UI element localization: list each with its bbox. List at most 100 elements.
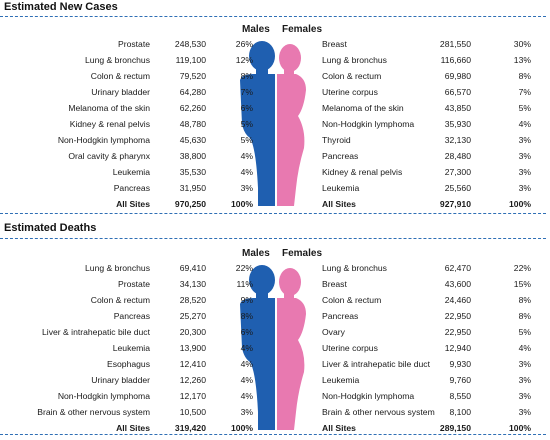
table-row: Esophagus 12,410 4% Liver & intrahepatic bi… [0,357,550,372]
male-site-label: Kidney & renal pelvis [69,119,150,129]
male-count: 38,800 [179,151,206,161]
female-count: 28,480 [444,151,471,161]
female-count: 22,950 [444,327,471,337]
male-percent: 4% [240,343,253,353]
female-site-label: Brain & other nervous system [322,407,435,417]
table-row: Leukemia 35,530 4% Kidney & renal pelvis 27,… [0,165,550,180]
female-percent: 4% [518,119,531,129]
male-percent: 3% [240,183,253,193]
male-percent: 4% [240,151,253,161]
deaths-females-header: Females [282,248,323,259]
deaths-males-header: Males [242,248,270,259]
male-site-label: Brain & other nervous system [37,407,150,417]
female-site-label: Colon & rectum [322,295,382,305]
male-site-label: Colon & rectum [90,295,150,305]
male-site-label: Melanoma of the skin [68,103,150,113]
female-site-label: Lung & bronchus [322,55,387,65]
female-percent: 8% [518,71,531,81]
male-percent: 8% [240,71,253,81]
male-percent: 8% [240,311,253,321]
table-row: Lung & bronchus 119,100 12% Lung & bronchus… [0,53,550,68]
male-percent: 4% [240,375,253,385]
female-percent: 4% [518,343,531,353]
new-cases-males-header: Males [242,24,270,35]
female-site-label: Melanoma of the skin [322,103,404,113]
female-site-label: Leukemia [322,375,360,385]
female-site-label: Colon & rectum [322,71,382,81]
male-count: 12,260 [179,375,206,385]
male-count: 48,780 [179,119,206,129]
male-site-label: Non-Hodgkin lymphoma [57,391,150,401]
table-row: Pancreas 31,950 3% Leukemia 25,560 3% [0,181,550,196]
table-row: Urinary bladder 12,260 4% Leukemia 9,760 3% [0,373,550,388]
male-count: 248,530 [174,39,206,49]
male-count: 28,520 [179,295,206,305]
male-percent: 5% [240,135,253,145]
female-site-label: All Sites [322,423,356,433]
bottom-rule [0,434,546,435]
female-count: 43,600 [444,279,471,289]
male-percent: 3% [240,407,253,417]
female-site-label: Non-Hodgkin lymphoma [322,391,415,401]
male-site-label: Lung & bronchus [85,55,150,65]
deaths-figures [240,265,306,430]
male-percent: 26% [235,39,253,49]
top-rule [0,16,546,17]
male-site-label: Prostate [117,39,150,49]
female-percent: 13% [513,55,531,65]
male-site-label: Lung & bronchus [85,263,150,273]
female-count: 32,130 [444,135,471,145]
male-count: 79,520 [179,71,206,81]
male-site-label: Non-Hodgkin lymphoma [57,135,150,145]
male-percent: 100% [231,423,253,433]
female-site-label: Liver & intrahepatic bile duct [322,359,430,369]
table-row: Colon & rectum 28,520 9% Colon & rectum 24,4… [0,293,550,308]
table-row: All Sites 319,420 100% All Sites 289,150 100% [0,421,550,436]
female-count: 116,660 [440,55,471,65]
female-count: 24,460 [444,295,471,305]
female-percent: 100% [509,199,531,209]
table-row: All Sites 970,250 100% All Sites 927,910 100% [0,197,550,212]
female-percent: 3% [518,167,531,177]
female-site-label: Ovary [322,327,345,337]
table-row: Lung & bronchus 69,410 22% Lung & bronchus 6… [0,261,550,276]
female-silhouette-icon [277,44,306,206]
male-site-label: Pancreas [113,311,150,321]
male-percent: 6% [240,327,253,337]
table-row: Non-Hodgkin lymphoma 45,630 5% Thyroid 32,13… [0,133,550,148]
female-percent: 7% [518,87,531,97]
male-percent: 12% [235,55,253,65]
male-percent: 5% [240,119,253,129]
male-count: 12,170 [179,391,206,401]
male-count: 970,250 [174,199,206,209]
male-count: 64,280 [179,87,206,97]
table-row: Urinary bladder 64,280 7% Uterine corpus 66,… [0,85,550,100]
female-percent: 3% [518,407,531,417]
male-percent: 4% [240,391,253,401]
female-count: 27,300 [444,167,471,177]
female-percent: 3% [518,359,531,369]
male-count: 31,950 [179,183,206,193]
female-count: 9,760 [449,375,471,385]
table-row: Kidney & renal pelvis 48,780 5% Non-Hodgkin… [0,117,550,132]
female-count: 62,470 [444,263,471,273]
table-row: Pancreas 25,270 8% Pancreas 22,950 8% [0,309,550,324]
male-count: 319,420 [174,423,206,433]
female-site-label: Lung & bronchus [322,263,387,273]
table-row: Melanoma of the skin 62,260 6% Melanoma of … [0,101,550,116]
male-count: 13,900 [179,343,206,353]
table-row: Liver & intrahepatic bile duct 20,300 6% Ov… [0,325,550,340]
female-count: 9,930 [449,359,471,369]
table-row: Colon & rectum 79,520 8% Colon & rectum 69,9… [0,69,550,84]
male-count: 20,300 [179,327,206,337]
female-site-label: Kidney & renal pelvis [322,167,403,177]
female-count: 12,940 [444,343,471,353]
male-site-label: Prostate [117,279,150,289]
table-row: Prostate 34,130 11% Breast 43,600 15% [0,277,550,292]
male-count: 12,410 [179,359,206,369]
female-site-label: Thyroid [322,135,351,145]
female-site-label: All Sites [322,199,356,209]
female-site-label: Leukemia [322,183,360,193]
female-count: 281,550 [439,39,471,49]
male-percent: 6% [240,103,253,113]
